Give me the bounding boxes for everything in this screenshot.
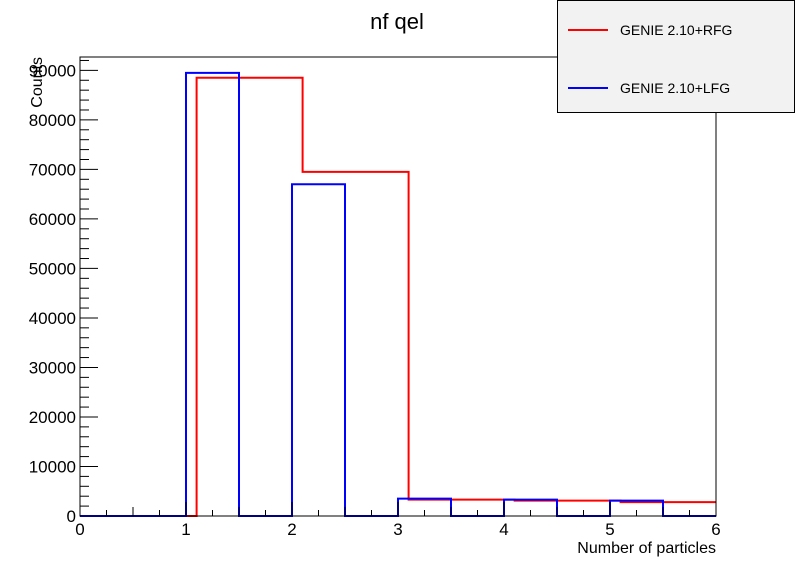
x-tick-label: 3	[393, 520, 402, 539]
y-tick-label: 10000	[29, 457, 76, 476]
x-tick-label: 0	[75, 520, 84, 539]
y-tick-label: 40000	[29, 309, 76, 328]
legend: GENIE 2.10+RFG GENIE 2.10+LFG	[557, 0, 795, 113]
y-tick-label: 90000	[29, 61, 76, 80]
x-tick-label: 4	[499, 520, 508, 539]
chart-title: nf qel	[370, 9, 424, 34]
legend-swatch-rfg	[568, 29, 608, 31]
legend-entry-rfg: GENIE 2.10+RFG	[568, 20, 732, 40]
y-tick-label: 70000	[29, 160, 76, 179]
y-tick-label: 50000	[29, 259, 76, 278]
y-tick-label: 0	[67, 507, 76, 526]
legend-entry-lfg: GENIE 2.10+LFG	[568, 78, 730, 98]
y-tick-label: 20000	[29, 408, 76, 427]
x-axis: 0 1 2 3 4 5 6	[75, 502, 721, 539]
histogram-lines	[80, 71, 716, 517]
y-tick-label: 60000	[29, 210, 76, 229]
y-axis-label: Counts	[29, 57, 46, 108]
x-tick-label: 2	[287, 520, 296, 539]
series-line-1	[80, 71, 716, 517]
legend-label-rfg: GENIE 2.10+RFG	[620, 22, 733, 38]
x-axis-label: Number of particles	[577, 540, 716, 557]
legend-label-lfg: GENIE 2.10+LFG	[620, 80, 731, 96]
series-line-0	[80, 76, 716, 517]
x-tick-label: 1	[181, 520, 190, 539]
x-tick-label: 6	[711, 520, 720, 539]
y-tick-label: 80000	[29, 111, 76, 130]
x-tick-label: 5	[605, 520, 614, 539]
y-axis: 0 10000 20000 30000 40000 50000 60000 70000 8000…	[29, 59, 98, 526]
plot-frame	[79, 56, 717, 517]
y-tick-label: 30000	[29, 358, 76, 377]
legend-swatch-lfg	[568, 87, 608, 89]
